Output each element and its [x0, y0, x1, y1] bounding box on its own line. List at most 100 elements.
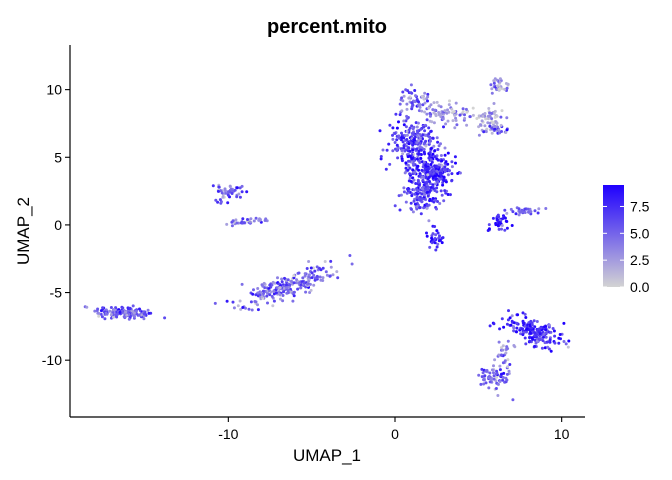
data-point: [259, 290, 263, 294]
data-point: [498, 77, 502, 81]
data-point: [281, 299, 285, 303]
data-point: [97, 314, 101, 318]
data-point: [486, 114, 490, 118]
data-point: [142, 312, 146, 316]
data-point: [529, 210, 533, 214]
data-point: [417, 109, 421, 113]
data-point: [439, 154, 443, 157]
data-point: [423, 110, 427, 114]
data-point: [262, 281, 266, 285]
data-point: [414, 182, 418, 185]
data-point: [497, 353, 501, 357]
data-point: [443, 189, 447, 193]
data-point: [423, 91, 427, 95]
data-point: [409, 83, 413, 87]
data-point: [430, 234, 434, 238]
data-point: [405, 130, 409, 133]
data-point: [163, 316, 167, 320]
data-point: [319, 268, 323, 272]
data-point: [444, 160, 448, 164]
data-point: [428, 197, 432, 201]
data-point: [241, 306, 245, 309]
data-point: [434, 182, 437, 186]
data-point: [286, 288, 290, 292]
data-point: [281, 283, 285, 287]
data-point: [495, 121, 499, 125]
data-point: [468, 115, 472, 119]
data-point: [213, 301, 217, 305]
data-point: [481, 114, 485, 118]
data-point: [426, 95, 430, 99]
data-point: [250, 308, 254, 312]
data-point: [493, 127, 497, 131]
data-point: [495, 375, 498, 379]
data-point: [566, 345, 570, 349]
data-point: [410, 194, 414, 198]
data-point: [512, 329, 516, 333]
data-point: [498, 364, 502, 368]
data-point: [235, 221, 239, 225]
data-point: [424, 176, 428, 179]
data-point: [537, 207, 541, 211]
data-point: [236, 304, 240, 308]
data-point: [514, 212, 518, 216]
data-point: [252, 288, 255, 292]
data-point: [429, 147, 433, 151]
data-point: [235, 186, 239, 190]
data-point: [400, 159, 404, 163]
data-point: [240, 190, 244, 194]
data-point: [521, 210, 524, 214]
data-point: [482, 378, 486, 382]
data-point: [496, 382, 500, 386]
data-point: [410, 105, 414, 109]
data-point: [501, 348, 505, 352]
data-point: [248, 220, 252, 224]
data-point: [439, 169, 443, 173]
x-axis-title: UMAP_1: [293, 446, 361, 465]
data-point: [329, 259, 333, 263]
data-point: [420, 187, 424, 191]
data-point: [405, 138, 409, 141]
data-point: [488, 121, 492, 125]
data-point: [458, 171, 462, 175]
data-point: [277, 282, 281, 286]
data-point: [432, 168, 436, 172]
data-point: [127, 317, 131, 321]
data-point: [254, 293, 258, 297]
data-point: [461, 110, 465, 114]
data-point: [435, 207, 438, 211]
data-point: [435, 136, 439, 140]
data-point: [479, 382, 483, 386]
data-point: [393, 132, 397, 135]
data-point: [544, 331, 548, 335]
data-point: [503, 228, 507, 232]
data-point: [308, 282, 312, 286]
data-point: [388, 162, 392, 166]
data-point: [526, 207, 530, 211]
data-point: [217, 185, 221, 189]
data-point: [418, 206, 422, 210]
data-point: [492, 81, 496, 85]
data-point: [498, 221, 502, 224]
data-point: [532, 319, 536, 323]
data-point: [297, 271, 301, 275]
data-point: [238, 186, 242, 190]
data-point: [507, 369, 511, 373]
data-point: [379, 155, 383, 158]
data-point: [415, 141, 419, 145]
data-point: [400, 109, 404, 113]
data-point: [427, 175, 431, 179]
data-point: [249, 300, 253, 304]
color-legend-ticks: 7.5 5.0 2.5 0.0: [603, 198, 650, 295]
data-point: [436, 148, 440, 151]
data-point: [420, 168, 424, 172]
data-point: [318, 275, 322, 279]
data-point: [308, 291, 312, 294]
data-point: [454, 161, 457, 165]
data-point: [506, 318, 510, 322]
data-point: [416, 155, 420, 158]
data-point: [411, 210, 415, 214]
data-point: [433, 149, 437, 153]
data-point: [536, 211, 540, 215]
data-point: [423, 101, 427, 105]
